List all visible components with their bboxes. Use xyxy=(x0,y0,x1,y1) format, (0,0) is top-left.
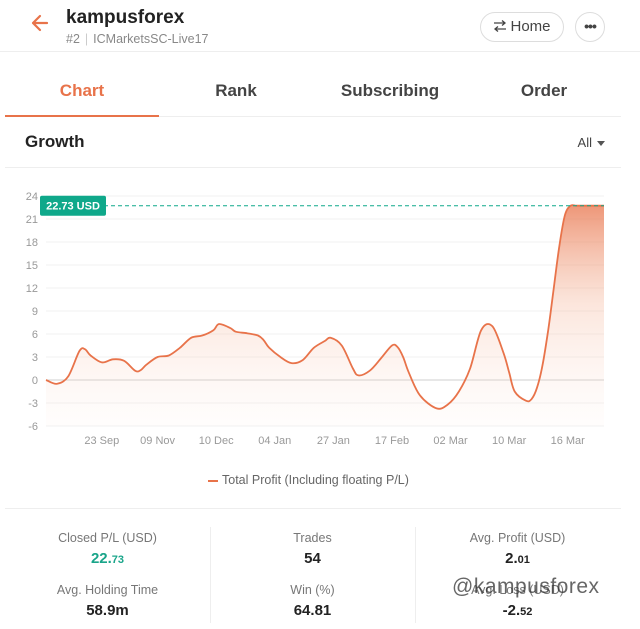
growth-header: Growth All xyxy=(5,117,621,168)
y-tick-label: 9 xyxy=(32,306,38,318)
x-tick-label: 02 Mar xyxy=(433,435,468,447)
home-button-label: Home xyxy=(510,18,551,35)
stat-item: Avg. Loss (USD) -2.52 xyxy=(415,583,620,619)
stat-label: Avg. Loss (USD) xyxy=(471,583,564,597)
watermark: @kampusforex xyxy=(452,575,600,598)
current-value-badge xyxy=(40,195,106,216)
top-bar: kampusforex #2 | ICMarketsSC-Live17 Home •… xyxy=(0,0,640,52)
x-tick-label: 17 Feb xyxy=(375,435,409,447)
x-tick-label: 23 Sep xyxy=(84,435,119,447)
stats-divider xyxy=(415,527,416,623)
stat-label: Avg. Holding Time xyxy=(56,583,159,597)
chart-legend: Total Profit (Including floating P/L) xyxy=(208,473,409,487)
stat-label: Avg. Profit (USD) xyxy=(469,531,566,545)
y-tick-label: 12 xyxy=(26,283,38,295)
stat-value: 2.01 xyxy=(505,550,530,567)
tab-order[interactable]: Order xyxy=(520,81,568,100)
stat-item: Trades 54 xyxy=(210,531,415,567)
stats-panel: Closed P/L (USD) 22.73 Trades 54 Avg. Profit… xyxy=(5,508,621,629)
current-value-label: 22.73 USD xyxy=(46,201,100,213)
x-tick-label: 10 Dec xyxy=(199,435,234,447)
legend-label: Total Profit (Including floating P/L) xyxy=(222,473,409,487)
stat-value: -2.52 xyxy=(502,602,533,619)
account-title: kampusforex xyxy=(66,7,185,28)
x-tick-label: 09 Nov xyxy=(140,435,175,447)
profit-line xyxy=(45,204,604,410)
tab-bar: Chart Rank Subscribing Order xyxy=(5,67,621,117)
more-button[interactable]: ••• xyxy=(575,12,605,42)
range-dropdown[interactable]: All xyxy=(578,135,605,150)
stat-value: 64.81 xyxy=(293,602,332,619)
y-tick-label: 21 xyxy=(26,214,38,226)
growth-chart: 24 21 18 15 12 9 6 3 0 -3 -6 23 Sep 09 Nov 10 Dec 04 J… xyxy=(26,191,604,447)
account-subline: #2 | ICMarketsSC-Live17 xyxy=(66,32,209,46)
stat-label: Win (%) xyxy=(290,583,335,597)
y-tick-label: -3 xyxy=(28,398,38,410)
stats-divider xyxy=(210,527,211,623)
stat-value: 22.73 xyxy=(90,550,125,567)
stat-label: Trades xyxy=(293,531,332,545)
caret-down-icon xyxy=(597,141,605,147)
tab-chart[interactable]: Chart xyxy=(5,67,159,117)
y-tick-label: 24 xyxy=(26,191,38,203)
tab-rank[interactable]: Rank xyxy=(215,81,257,100)
stat-value: 54 xyxy=(304,550,321,567)
stat-item: Closed P/L (USD) 22.73 xyxy=(5,531,210,567)
rank-label: #2 xyxy=(66,32,80,46)
range-value: All xyxy=(577,135,592,150)
growth-title: Growth xyxy=(25,132,85,151)
x-tick-label: 10 Mar xyxy=(492,435,527,447)
tab-subscribing[interactable]: Subscribing xyxy=(340,81,440,100)
stat-label: Closed P/L (USD) xyxy=(58,531,157,545)
back-arrow-icon[interactable] xyxy=(28,12,54,38)
stat-item: Avg. Profit (USD) 2.01 xyxy=(415,531,620,567)
y-tick-label: 18 xyxy=(26,237,38,249)
switch-icon xyxy=(494,20,507,32)
x-tick-label: 16 Mar xyxy=(551,435,586,447)
more-dots-icon: ••• xyxy=(584,18,597,34)
y-tick-label: 6 xyxy=(32,329,38,341)
y-tick-label: 0 xyxy=(32,375,38,387)
y-tick-label: 15 xyxy=(26,260,38,272)
stat-item: Win (%) 64.81 xyxy=(210,583,415,619)
x-tick-label: 04 Jan xyxy=(258,435,291,447)
y-tick-label: 3 xyxy=(32,352,38,364)
profit-area xyxy=(46,205,604,426)
home-button[interactable]: Home xyxy=(480,12,564,42)
legend-swatch xyxy=(208,479,218,482)
server-label: ICMarketsSC-Live17 xyxy=(93,32,209,46)
stat-value: 58.9m xyxy=(86,602,129,619)
x-tick-label: 27 Jan xyxy=(317,435,350,447)
stat-item: Avg. Holding Time 58.9m xyxy=(5,583,210,619)
y-tick-label: -6 xyxy=(28,421,38,433)
